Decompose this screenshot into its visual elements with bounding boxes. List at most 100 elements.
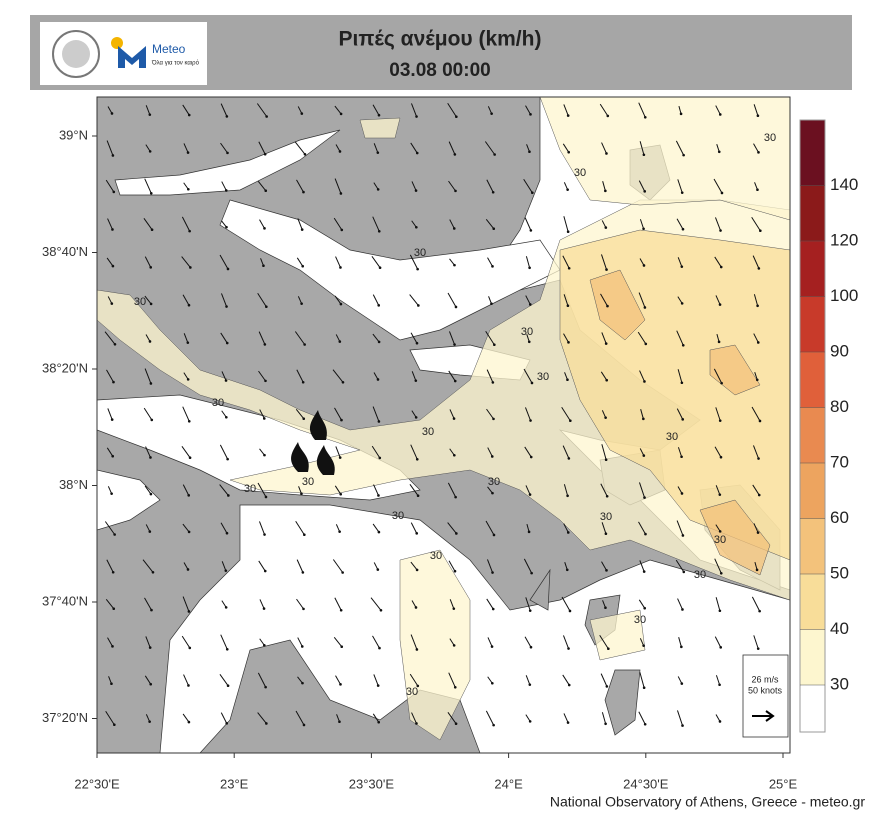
wind-arrow: [600, 293, 608, 307]
wind-arrow: [145, 105, 151, 115]
wind-arrow: [601, 444, 607, 460]
colorbar-label: 140: [830, 175, 858, 194]
wind-arrow: [447, 522, 457, 534]
colorbar-segment: [800, 120, 825, 186]
wind-arrow: [486, 408, 494, 420]
wind-arrow: [145, 636, 151, 648]
wind-arrow: [562, 255, 570, 269]
wind-arrow: [257, 482, 267, 498]
logo-name: Meteo: [152, 42, 186, 56]
wind-arrow-head: [263, 643, 266, 647]
wind-arrow: [601, 522, 607, 534]
wind-arrow: [486, 598, 494, 610]
wind-arrow-head: [453, 453, 456, 457]
wind-arrow: [294, 141, 306, 155]
contour-label: 30: [244, 483, 256, 495]
wind-arrow: [448, 370, 456, 382]
wind-arrow-head: [642, 227, 645, 231]
wind-arrow-head: [527, 530, 531, 534]
wind-arrow-head: [718, 419, 722, 422]
wind-arrow-head: [415, 722, 418, 725]
longitude-label: 24°30'E: [623, 776, 669, 791]
wind-arrow: [182, 713, 190, 723]
wind-arrow-head: [300, 492, 303, 496]
wind-arrow-head: [338, 150, 342, 153]
colorbar-label: 60: [830, 508, 849, 527]
wind-arrow: [106, 447, 114, 457]
wind-arrow-head: [111, 154, 115, 157]
wind-arrow-head: [642, 686, 646, 690]
wind-arrow-head: [339, 683, 342, 686]
wind-arrow-head: [264, 189, 268, 192]
wind-arrow-head: [416, 494, 420, 497]
wind-arrow: [639, 219, 645, 229]
wind-arrow: [373, 562, 379, 570]
wind-arrow-head: [414, 606, 418, 609]
contour-label: 30: [694, 569, 706, 581]
wind-arrow-head: [188, 456, 192, 459]
wind-arrow-head: [757, 151, 760, 154]
wind-arrow-head: [110, 682, 113, 686]
wind-arrow: [751, 596, 761, 612]
wind-arrow: [487, 486, 493, 494]
wind-arrow: [105, 598, 115, 610]
wind-arrow: [563, 713, 569, 723]
wind-arrow: [637, 331, 647, 345]
wind-arrow-head: [682, 153, 685, 157]
wind-arrow: [410, 634, 418, 650]
wind-arrow-head: [643, 380, 646, 383]
map: 30 30 30 30 30 30 30 30 30 30 30 30 30 30 30 30 30 30 30: [97, 97, 790, 753]
wind-arrow: [488, 296, 492, 304]
wind-arrow-head: [150, 608, 153, 612]
wind-arrow-head: [187, 420, 191, 423]
wind-arrow-head: [414, 416, 418, 419]
wind-arrow: [258, 370, 266, 382]
wind-arrow-head: [455, 115, 458, 119]
wind-arrow: [678, 637, 682, 647]
wind-arrow-head: [415, 341, 419, 345]
wind-arrow: [562, 143, 570, 153]
wind-arrow: [333, 217, 343, 231]
wind-arrow: [182, 294, 190, 306]
wind-arrow-head: [642, 264, 646, 267]
wind-arrow-head: [300, 228, 304, 231]
wind-arrow-head: [187, 684, 190, 687]
wind-arrow-head: [112, 607, 116, 610]
wind-arrow-head: [719, 646, 723, 649]
wind-arrow-head: [531, 191, 534, 195]
wind-arrow-head: [720, 191, 724, 195]
longitude-label: 24°E: [494, 776, 523, 791]
wind-arrow: [106, 140, 114, 156]
wind-arrow: [486, 559, 494, 573]
wind-arrow-head: [224, 606, 228, 609]
wind-arrow: [332, 559, 344, 573]
wind-arrow: [144, 675, 152, 685]
colorbar-segment: [800, 352, 825, 408]
wind-arrow: [410, 561, 418, 571]
wind-arrow-head: [300, 302, 303, 305]
colorbar-segment: [800, 296, 825, 352]
wind-arrow-head: [110, 492, 113, 495]
fire-icon: [316, 445, 335, 475]
wind-arrow: [523, 178, 533, 194]
wind-arrow: [486, 179, 494, 193]
wind-arrow: [447, 712, 457, 724]
wind-arrow-head: [604, 189, 607, 193]
wind-arrow: [715, 675, 721, 685]
wind-arrow-head: [224, 379, 228, 382]
wind-arrow-head: [414, 189, 418, 192]
wind-arrow-head: [189, 266, 192, 269]
wind-arrow: [145, 446, 151, 458]
wind-arrow: [639, 638, 645, 646]
wind-arrow: [335, 334, 341, 342]
wind-arrow: [410, 522, 418, 534]
wind-arrow-head: [492, 723, 495, 727]
wind-arrow: [295, 408, 305, 420]
wind-arrow-head: [416, 684, 420, 688]
wind-arrow-head: [568, 609, 572, 613]
wind-arrow: [334, 295, 342, 305]
wind-arrow: [753, 635, 759, 649]
wind-arrow-head: [338, 530, 341, 533]
longitude-label: 22°30'E: [74, 776, 120, 791]
